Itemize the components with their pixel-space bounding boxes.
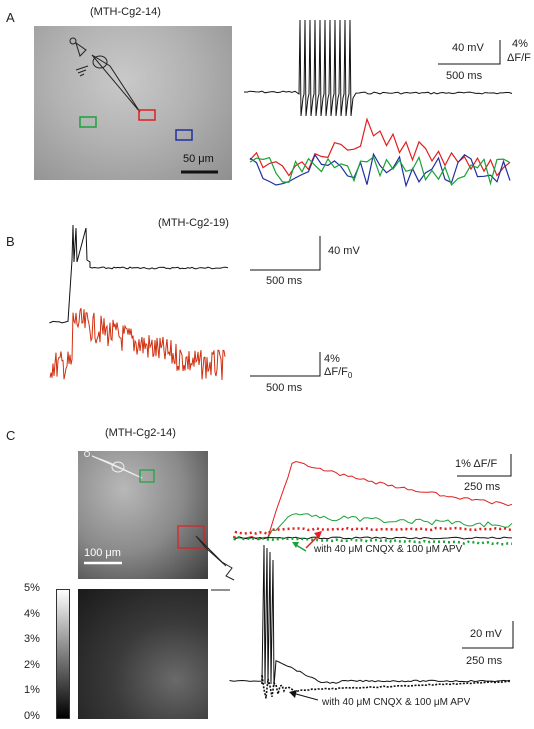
panel-c-colorbar bbox=[56, 589, 70, 719]
panel-b-df-scale-bars bbox=[250, 352, 321, 377]
panel-c-calcium-trace-black-baseline bbox=[233, 536, 513, 540]
panel-c-second-electrode-icon bbox=[195, 535, 235, 591]
panel-b-df-scale-unit: ΔF/F0 bbox=[324, 366, 353, 381]
panel-c-calcium-trace-red bbox=[233, 460, 513, 540]
panel-a-voltage-scale-label: 40 mV bbox=[452, 42, 484, 54]
colorbar-tick-label: 5% bbox=[24, 582, 40, 594]
panel-c-df-scale-bars bbox=[457, 454, 512, 477]
panel-c-calcium-trace-green-blocked bbox=[233, 535, 513, 546]
panel-b-voltage-scale-bars bbox=[250, 236, 321, 271]
panel-a-electrode-icon bbox=[69, 37, 141, 113]
panel-c-roi-red bbox=[177, 525, 205, 549]
panel-a-time-scale-label: 500 ms bbox=[446, 70, 483, 82]
panel-b-calcium-trace bbox=[49, 308, 226, 381]
colorbar-tick-label: 2% bbox=[24, 658, 40, 671]
panel-c-calcium-trace-green bbox=[234, 513, 513, 539]
panel-a-voltage-trace bbox=[243, 19, 513, 117]
panel-a-roi-trace-red bbox=[249, 117, 511, 177]
panel-c-voltage-annotation-arrow bbox=[289, 690, 319, 701]
colorbar-tick-label: 0% bbox=[24, 710, 40, 722]
panel-c-voltage-trace-blocked bbox=[261, 674, 511, 699]
panel-b-time-scale-label-1: 500 ms bbox=[266, 275, 303, 287]
panel-c-voltage-scale-label: 20 mV bbox=[470, 628, 502, 640]
panel-a-cell-id: (MTH-Cg2-14) bbox=[90, 6, 161, 18]
panel-c-df-heatmap bbox=[78, 589, 208, 719]
panel-c-fluorescence-image bbox=[78, 451, 208, 579]
panel-c-roi-green bbox=[139, 469, 155, 483]
panel-c-voltage-scale-bars bbox=[462, 621, 514, 649]
panel-a-roi-green bbox=[79, 116, 97, 128]
panel-a-scale-bars bbox=[438, 40, 501, 65]
panel-label-a: A bbox=[6, 10, 15, 25]
panel-c-cell-id: (MTH-Cg2-14) bbox=[105, 427, 176, 439]
panel-label-c: C bbox=[6, 428, 16, 443]
panel-a-roi-trace-blue bbox=[249, 152, 511, 188]
panel-b-voltage-scale-label: 40 mV bbox=[328, 245, 360, 257]
panel-a-roi-red bbox=[138, 109, 156, 121]
panel-b-df-scale-percent: 4% bbox=[324, 353, 340, 365]
panel-b-voltage-trace bbox=[49, 224, 229, 324]
colorbar-tick-label: 3% bbox=[24, 633, 40, 646]
panel-b-time-scale-label-2: 500 ms bbox=[266, 382, 303, 394]
panel-a-roi-blue bbox=[175, 129, 193, 141]
panel-c-image-scale-label: 100 μm bbox=[84, 547, 121, 559]
panel-c-df-scale-label: 1% ΔF/F bbox=[455, 458, 498, 470]
panel-c-voltage-annotation: with 40 μM CNQX & 100 μM APV bbox=[322, 697, 471, 708]
panel-c-calcium-trace-red-blocked bbox=[232, 526, 513, 539]
panel-a-df-scale-unit: ΔF/F bbox=[507, 52, 531, 64]
colorbar-tick-label: 1% bbox=[24, 684, 40, 697]
panel-c-time-scale-label-1: 250 ms bbox=[464, 481, 501, 493]
colorbar-tick-label: 4% bbox=[24, 607, 40, 620]
panel-c-calcium-annotation-arrows bbox=[292, 531, 322, 552]
panel-a-roi-trace-green bbox=[249, 155, 511, 186]
panel-c-electrode-icon bbox=[84, 451, 143, 479]
panel-b-cell-id: (MTH-Cg2-19) bbox=[158, 217, 229, 229]
panel-a-df-scale-percent: 4% bbox=[512, 38, 528, 50]
panel-c-time-scale-label-2: 250 ms bbox=[466, 655, 503, 667]
panel-a-image-scale-label: 50 μm bbox=[183, 153, 214, 165]
panel-label-b: B bbox=[6, 234, 15, 249]
panel-c-calcium-annotation: with 40 μM CNQX & 100 μM APV bbox=[314, 544, 463, 555]
panel-c-voltage-trace bbox=[229, 544, 511, 687]
